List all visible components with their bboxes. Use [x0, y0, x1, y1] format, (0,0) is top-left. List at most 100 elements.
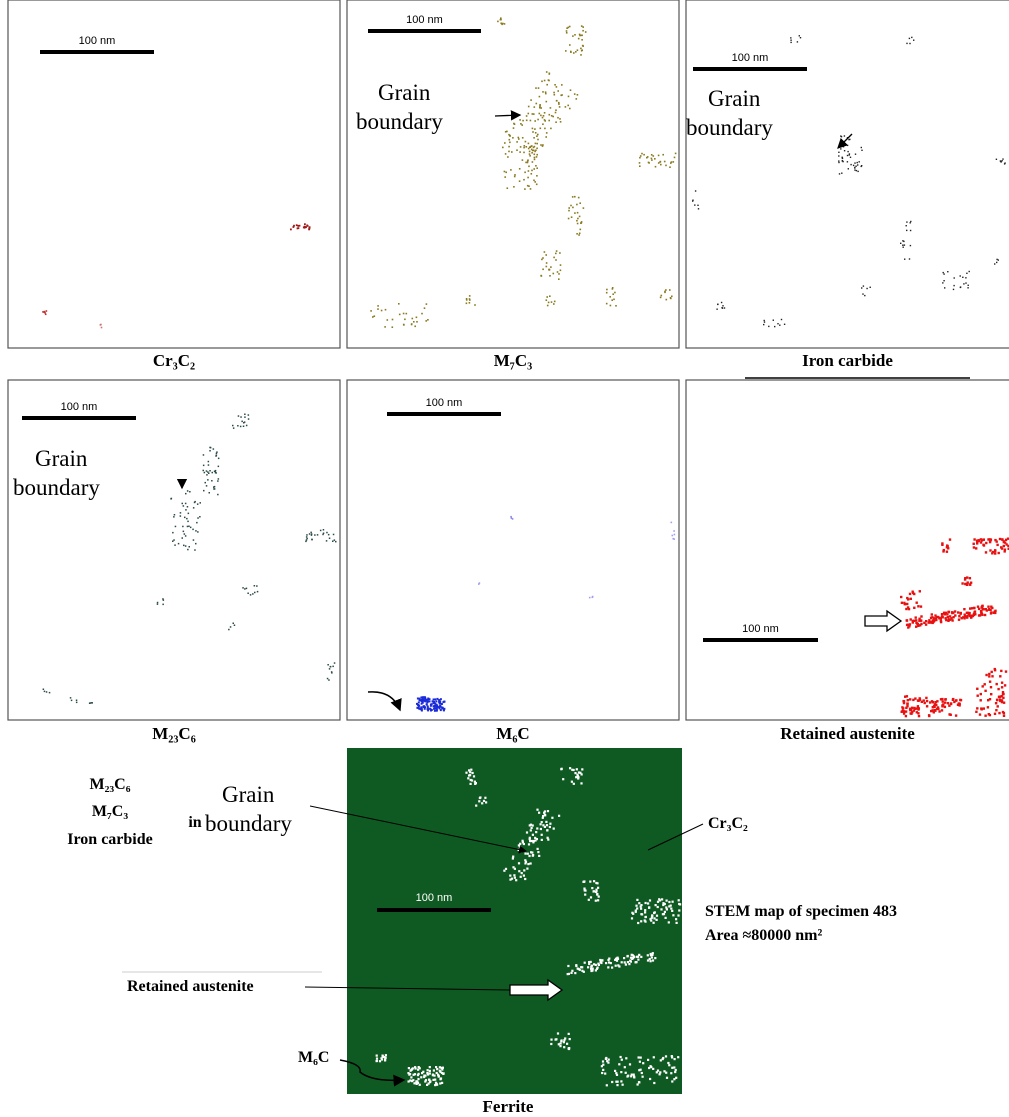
dot — [538, 87, 540, 89]
dot — [642, 1062, 644, 1064]
dot — [559, 118, 561, 120]
dot — [577, 223, 579, 225]
dot — [649, 1078, 651, 1080]
dot — [563, 1046, 565, 1048]
dot — [647, 902, 649, 904]
scale-bar-label: 100 nm — [406, 14, 443, 26]
dot — [653, 922, 655, 924]
dot — [537, 119, 539, 121]
dot — [557, 271, 559, 273]
dot — [960, 286, 961, 287]
dot — [574, 34, 576, 36]
dot — [567, 105, 569, 107]
dot — [408, 1080, 410, 1082]
dot — [183, 531, 185, 533]
map-panel — [347, 0, 679, 348]
dot — [576, 768, 578, 770]
dot — [303, 227, 305, 229]
dot — [250, 594, 252, 596]
dot — [595, 882, 597, 884]
dot — [698, 208, 699, 209]
dot — [1002, 158, 1003, 159]
dot — [534, 106, 536, 108]
dot — [208, 461, 210, 463]
dot — [985, 608, 987, 610]
dot — [379, 1060, 381, 1062]
dot — [537, 139, 539, 141]
dot — [544, 814, 546, 816]
dot — [941, 705, 943, 707]
dot — [910, 230, 911, 231]
dot — [46, 691, 48, 693]
dot — [328, 679, 330, 681]
dot — [547, 810, 549, 812]
dot — [478, 583, 480, 585]
dot — [631, 912, 633, 914]
dot — [469, 295, 471, 297]
dot — [672, 914, 674, 916]
dot — [549, 295, 551, 297]
phase-name: M₆C — [298, 1049, 329, 1066]
dot — [573, 783, 575, 785]
dot — [434, 710, 436, 712]
dot — [549, 826, 551, 828]
dot — [523, 152, 525, 154]
dot — [574, 972, 576, 974]
dot — [189, 546, 191, 548]
annotation: boundary — [686, 115, 773, 140]
dot — [403, 313, 405, 315]
dot — [554, 84, 556, 86]
dot — [208, 473, 210, 475]
dot — [959, 613, 961, 615]
dot — [773, 320, 774, 321]
dot — [372, 316, 374, 318]
dot — [764, 321, 765, 322]
dot — [541, 839, 543, 841]
dot — [71, 700, 73, 702]
dot — [671, 1067, 673, 1069]
dot — [518, 870, 520, 872]
dot — [309, 226, 311, 228]
dot — [912, 592, 914, 594]
dot — [653, 1056, 655, 1058]
dot — [541, 259, 543, 261]
dot — [376, 1058, 378, 1060]
dot — [522, 137, 524, 139]
dot — [530, 862, 532, 864]
dot — [906, 230, 907, 231]
dot — [430, 705, 432, 707]
dot — [942, 700, 944, 702]
dot — [985, 551, 987, 553]
dot — [924, 702, 926, 704]
dot — [554, 301, 556, 303]
dot — [906, 603, 908, 605]
dot — [917, 625, 919, 627]
dot — [579, 216, 581, 218]
dot — [647, 1059, 649, 1061]
dot — [560, 1040, 562, 1042]
dot — [640, 1069, 642, 1071]
dot — [666, 900, 668, 902]
dot — [972, 615, 974, 617]
dot — [546, 266, 548, 268]
dot — [665, 1055, 667, 1057]
dot — [632, 954, 634, 956]
dot — [581, 221, 583, 223]
dot — [174, 514, 176, 516]
dot — [524, 145, 526, 147]
dot — [931, 616, 933, 618]
dot — [973, 538, 975, 540]
dot — [969, 271, 970, 272]
dot — [992, 551, 994, 553]
dot — [470, 769, 472, 771]
dot — [570, 51, 572, 53]
dot — [540, 107, 542, 109]
dot — [903, 700, 905, 702]
panel-label: Iron carbide — [802, 351, 893, 370]
dot — [555, 259, 557, 261]
dot — [539, 113, 541, 115]
dot — [427, 1073, 429, 1075]
dot — [529, 824, 531, 826]
dot — [516, 149, 518, 151]
dot — [210, 447, 212, 449]
